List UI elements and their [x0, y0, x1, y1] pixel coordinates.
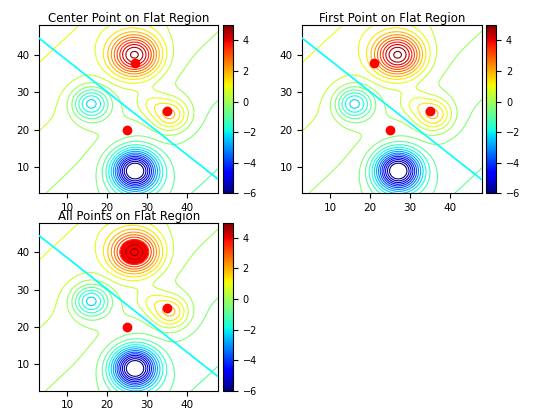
Title: First Point on Flat Region: First Point on Flat Region — [319, 12, 465, 25]
Title: Center Point on Flat Region: Center Point on Flat Region — [48, 12, 209, 25]
Title: All Points on Flat Region: All Points on Flat Region — [58, 210, 200, 223]
